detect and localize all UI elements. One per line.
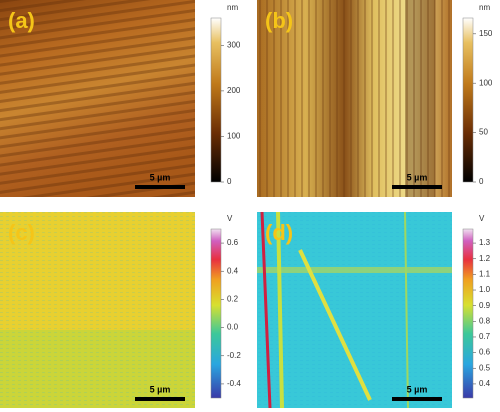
colorbar-tick-label: 300 [227, 40, 241, 49]
colorbar-tick-label: 0.8 [479, 316, 491, 325]
scale-bar-label: 5 µm [150, 384, 171, 394]
colorbar-tick-label: 100 [227, 132, 241, 141]
colorbar-unit: nm [227, 3, 238, 12]
colorbar-tick-label: 0.9 [479, 301, 491, 310]
panel-label: (d) [265, 220, 293, 245]
colorbar-tick-label: 0.6 [227, 238, 239, 247]
colorbar-tick-label: 1.0 [479, 285, 491, 294]
colorbar-unit: V [227, 214, 233, 223]
scale-bar [135, 185, 185, 189]
colorbar-tick-label: 0.4 [227, 266, 239, 275]
scale-bar-label: 5 µm [407, 172, 428, 182]
colorbar-tick-label: -0.2 [227, 351, 241, 360]
colorbar [462, 228, 474, 399]
colorbar-tick-label: 200 [227, 86, 241, 95]
colorbar-tick-label: 0 [227, 177, 232, 186]
scale-bar [392, 185, 442, 189]
panel-label: (b) [265, 8, 293, 33]
colorbar-tick-label: 0.7 [479, 332, 491, 341]
panel-c-image [0, 212, 195, 408]
colorbar-tick-label: -0.4 [227, 379, 241, 388]
panel-label: (c) [8, 220, 35, 245]
colorbar-tick-label: 1.3 [479, 238, 491, 247]
colorbar-tick-label: 100 [479, 78, 493, 87]
colorbar-tick-label: 0 [479, 177, 484, 186]
panel-d-image [257, 211, 452, 409]
colorbar [210, 228, 222, 399]
scale-bar [392, 397, 442, 401]
scale-bar [135, 397, 185, 401]
colorbar-tick-label: 0.4 [479, 379, 491, 388]
scale-bar-label: 5 µm [150, 172, 171, 182]
colorbar-tick-label: 0.0 [227, 323, 239, 332]
colorbar [462, 17, 474, 183]
panel-label: (a) [8, 8, 35, 33]
scale-bar-label: 5 µm [407, 384, 428, 394]
colorbar-unit: V [479, 214, 485, 223]
panel-a-image [0, 0, 195, 197]
colorbar-tick-label: 150 [479, 29, 493, 38]
colorbar-tick-label: 0.2 [227, 295, 239, 304]
panel-b-image [257, 0, 452, 197]
colorbar-tick-label: 1.1 [479, 269, 491, 278]
colorbar-tick-label: 50 [479, 128, 488, 137]
colorbar-tick-label: 0.5 [479, 363, 491, 372]
colorbar-tick-label: 0.6 [479, 348, 491, 357]
colorbar-tick-label: 1.2 [479, 254, 491, 263]
colorbar [210, 17, 222, 183]
colorbar-unit: nm [479, 3, 490, 12]
